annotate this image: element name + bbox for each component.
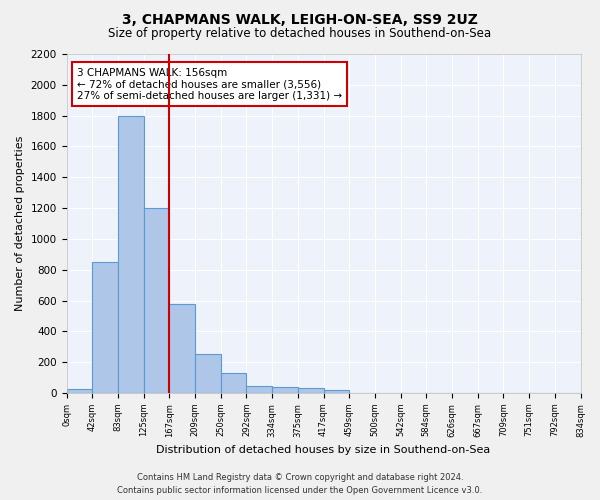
Bar <box>118 116 143 393</box>
Text: Size of property relative to detached houses in Southend-on-Sea: Size of property relative to detached ho… <box>109 28 491 40</box>
Bar <box>323 390 349 393</box>
Bar <box>221 373 247 393</box>
Bar <box>143 208 169 393</box>
X-axis label: Distribution of detached houses by size in Southend-on-Sea: Distribution of detached houses by size … <box>157 445 491 455</box>
Text: 3, CHAPMANS WALK, LEIGH-ON-SEA, SS9 2UZ: 3, CHAPMANS WALK, LEIGH-ON-SEA, SS9 2UZ <box>122 12 478 26</box>
Text: 3 CHAPMANS WALK: 156sqm
← 72% of detached houses are smaller (3,556)
27% of semi: 3 CHAPMANS WALK: 156sqm ← 72% of detache… <box>77 68 342 101</box>
Bar <box>298 388 323 393</box>
Bar <box>247 386 272 393</box>
Bar <box>169 304 195 393</box>
Y-axis label: Number of detached properties: Number of detached properties <box>15 136 25 311</box>
Bar <box>92 262 118 393</box>
Bar <box>195 354 221 393</box>
Text: Contains HM Land Registry data © Crown copyright and database right 2024.
Contai: Contains HM Land Registry data © Crown c… <box>118 473 482 495</box>
Bar <box>67 389 92 393</box>
Bar <box>272 387 298 393</box>
